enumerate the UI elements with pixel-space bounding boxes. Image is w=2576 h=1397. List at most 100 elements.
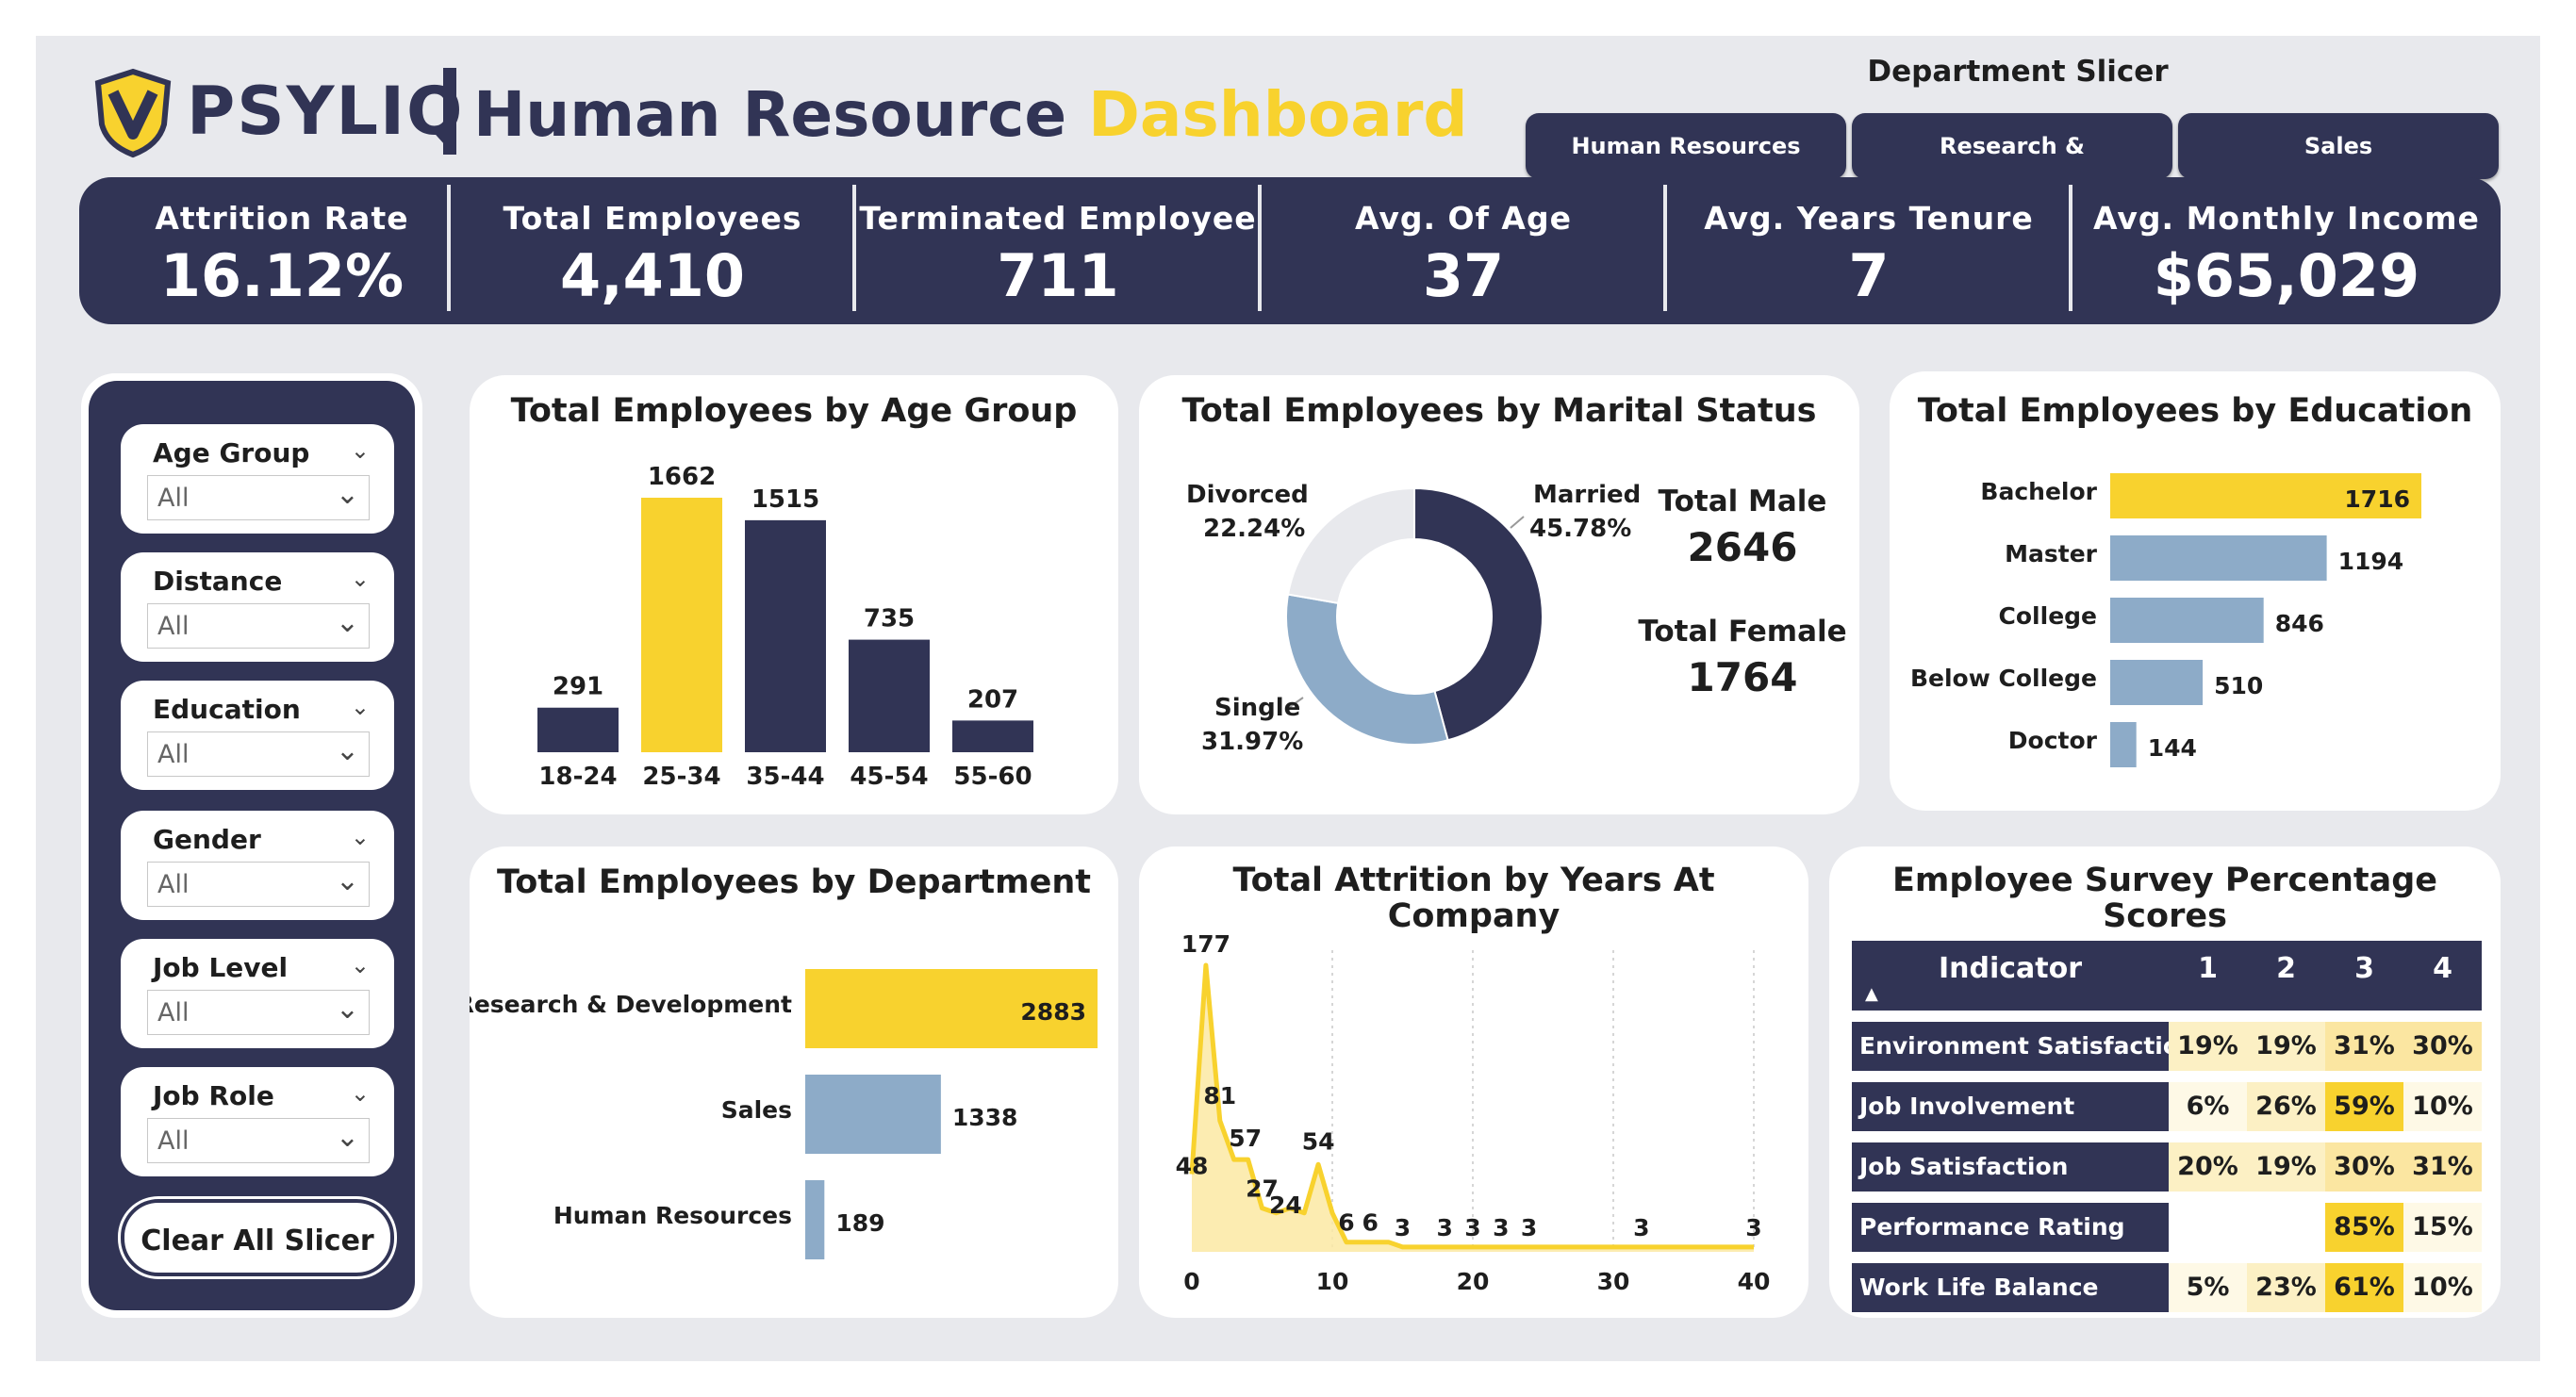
age-category-label: 18-24 (538, 763, 617, 791)
marital-donut-chart (1285, 486, 1544, 746)
education-card: Total Employees by Education Bachelor 171… (1890, 371, 2501, 811)
single-pct: 31.97% (1201, 728, 1304, 756)
age-value-label: 291 (553, 673, 603, 701)
age-bar (641, 498, 722, 752)
survey-cell: 5% (2169, 1263, 2247, 1312)
filter-dropdown[interactable]: All ⌄ (147, 1118, 370, 1163)
survey-header-col2: 2 (2276, 952, 2296, 985)
age-bar (745, 519, 826, 752)
survey-table: Indicator ▲ 1 2 3 4 Environment Satisfac… (1852, 941, 2482, 1312)
survey-row: Performance Rating 85% 15% (1852, 1203, 2482, 1252)
chevron-down-icon: ⌄ (335, 864, 359, 897)
department-value-label: 2883 (1020, 998, 1086, 1026)
attrition-x-tick: 20 (1457, 1268, 1490, 1295)
chevron-down-icon[interactable]: ⌄ (350, 566, 370, 592)
filter-job-level[interactable]: Job Level ⌄ All ⌄ (121, 939, 394, 1048)
filter-label: Distance (153, 566, 283, 597)
kpi-avg-age: Avg. Of Age 37 (1262, 177, 1665, 313)
education-value-label: 510 (2214, 672, 2263, 699)
kpi-value: $65,029 (2153, 241, 2420, 310)
chevron-down-icon[interactable]: ⌄ (350, 1080, 370, 1107)
divorced-label: Divorced (1186, 481, 1309, 509)
kpi-label: Total Employees (503, 200, 802, 237)
chevron-down-icon[interactable]: ⌄ (350, 694, 370, 720)
filter-gender[interactable]: Gender ⌄ All ⌄ (121, 811, 394, 920)
attrition-point-label: 24 (1269, 1192, 1302, 1219)
age-value-label: 207 (967, 685, 1018, 714)
kpi-label: Terminated Employee (859, 200, 1257, 237)
donut-slice-divorced (1286, 486, 1415, 605)
attrition-point-label: 3 (1395, 1214, 1411, 1241)
chevron-down-icon[interactable]: ⌄ (350, 824, 370, 850)
filter-dropdown[interactable]: All ⌄ (147, 731, 370, 777)
department-value-label: 189 (835, 1209, 884, 1237)
dept-button-sales[interactable]: Sales (2178, 113, 2499, 179)
kpi-value: 7 (1848, 241, 1890, 310)
filter-label: Education (153, 694, 301, 725)
education-bar (2110, 473, 2421, 518)
filter-dropdown[interactable]: All ⌄ (147, 990, 370, 1035)
kpi-value: 711 (997, 241, 1119, 310)
total-female-value: 1764 (1687, 654, 1798, 700)
survey-header-indicator[interactable]: Indicator (1938, 952, 2083, 985)
chevron-down-icon: ⌄ (335, 1121, 359, 1154)
department-bar (805, 1075, 941, 1154)
married-label: Married (1533, 481, 1642, 509)
education-value-label: 846 (2275, 610, 2324, 637)
education-category-label: Bachelor (1980, 478, 2097, 505)
page-title-part2: Dashboard (1088, 78, 1468, 151)
education-value-label: 1716 (2344, 485, 2410, 513)
attrition-point-label: 6 (1362, 1209, 1379, 1237)
filter-label: Job Role (153, 1080, 274, 1111)
attrition-point-label: 3 (1633, 1214, 1649, 1241)
survey-cell: 59% (2325, 1082, 2403, 1131)
survey-cell: 6% (2169, 1082, 2247, 1131)
sort-ascending-icon[interactable]: ▲ (1865, 984, 1878, 1004)
clear-all-slicer-button[interactable]: Clear All Slicer (121, 1199, 394, 1276)
survey-cell: 61% (2325, 1263, 2403, 1312)
attrition-point-label: 81 (1203, 1082, 1236, 1109)
attrition-point-label: 3 (1464, 1214, 1480, 1241)
filter-value: All (157, 1126, 190, 1156)
donut-slice-married (1413, 486, 1544, 742)
age-category-label: 35-44 (746, 763, 824, 791)
filter-dropdown[interactable]: All ⌄ (147, 475, 370, 520)
filter-dropdown[interactable]: All ⌄ (147, 603, 370, 649)
age-group-chart: 291 18-24 1662 25-34 1515 35-44 735 45-54 207 55-… (537, 463, 1033, 791)
education-value-label: 144 (2148, 734, 2197, 762)
survey-header-col1: 1 (2198, 952, 2218, 985)
attrition-point-label: 177 (1181, 930, 1230, 958)
education-bar (2110, 722, 2137, 767)
survey-cell: 30% (2325, 1142, 2403, 1192)
filter-dropdown[interactable]: All ⌄ (147, 862, 370, 907)
dept-button-research-development[interactable]: Research & Development (1852, 113, 2172, 225)
chevron-down-icon[interactable]: ⌄ (350, 952, 370, 978)
kpi-label: Avg. Monthly Income (2093, 200, 2480, 237)
dept-button-human-resources[interactable]: Human Resources (1526, 113, 1846, 179)
education-title: Total Employees by Education (1917, 392, 2473, 430)
survey-row: Work Life Balance 5% 23% 61% 10% (1852, 1263, 2482, 1312)
attrition-area (1192, 965, 1754, 1252)
survey-title-line2: Scores (2103, 897, 2227, 935)
kpi-label: Attrition Rate (155, 200, 409, 237)
survey-cell: 10% (2403, 1082, 2482, 1131)
filter-distance[interactable]: Distance ⌄ All ⌄ (121, 552, 394, 662)
survey-indicator: Environment Satisfaction (1852, 1022, 2196, 1071)
filter-job-role[interactable]: Job Role ⌄ All ⌄ (121, 1067, 394, 1176)
department-card: Total Employees by Department Research &… (470, 846, 1118, 1318)
survey-row: Job Involvement 6% 26% 59% 10% (1852, 1082, 2482, 1131)
survey-header-col3: 3 (2354, 952, 2374, 985)
age-bar (952, 720, 1033, 752)
survey-row: Job Satisfaction 20% 19% 30% 31% (1852, 1142, 2482, 1192)
chevron-down-icon: ⌄ (335, 606, 359, 639)
single-label: Single (1214, 694, 1301, 722)
education-value-label: 1194 (2338, 548, 2404, 575)
chevron-down-icon[interactable]: ⌄ (350, 437, 370, 464)
married-pct: 45.78% (1529, 515, 1632, 543)
filter-label: Job Level (153, 952, 289, 983)
attrition-point-label: 54 (1302, 1127, 1335, 1155)
filter-education[interactable]: Education ⌄ All ⌄ (121, 681, 394, 790)
logo-text: PSYLIQ (187, 73, 465, 150)
filter-age-group[interactable]: Age Group ⌄ All ⌄ (121, 424, 394, 534)
department-value-label: 1338 (952, 1104, 1018, 1131)
